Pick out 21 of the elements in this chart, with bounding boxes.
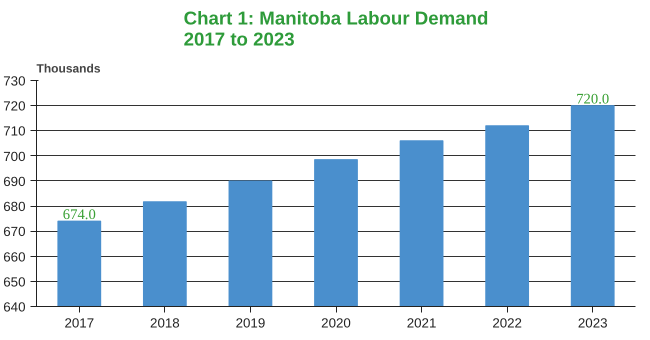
x-tick-label: 2020 — [321, 316, 351, 330]
y-tick-label: 700 — [3, 148, 26, 164]
x-tick-label: 2018 — [150, 316, 180, 330]
data-label: 720.0 — [576, 92, 610, 108]
y-tick-label: 650 — [3, 274, 26, 290]
y-tick-label: 690 — [3, 174, 26, 189]
y-tick-label: 710 — [3, 124, 26, 139]
y-tick-label: 660 — [3, 249, 26, 264]
x-tick-label: 2021 — [406, 316, 436, 330]
x-tick-label: 2017 — [64, 316, 94, 330]
x-tick-label: 2022 — [492, 316, 522, 330]
y-tick-label: 640 — [3, 300, 26, 314]
x-tick-label: 2023 — [578, 316, 608, 330]
y-tick-label: 730 — [3, 74, 26, 88]
x-tick-label: 2019 — [236, 316, 266, 330]
chart-title: Chart 1: Manitoba Labour Demand 2017 to 2023 — [184, 8, 488, 50]
y-tick-label: 670 — [3, 224, 26, 240]
y-tick-label: 720 — [3, 98, 26, 114]
data-label: 674.0 — [62, 207, 96, 224]
y-tick-label: 680 — [3, 199, 26, 214]
y-axis-title: Thousands — [36, 62, 101, 76]
